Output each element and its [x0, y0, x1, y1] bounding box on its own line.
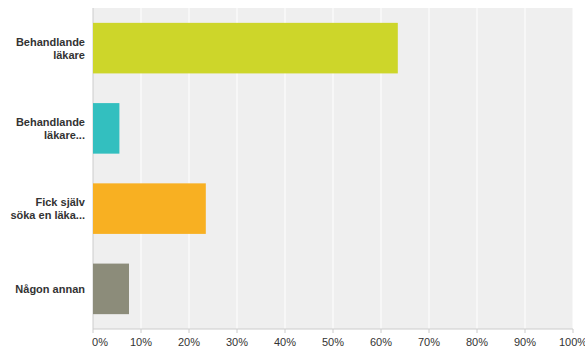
bar — [93, 183, 206, 234]
tick-mark — [477, 329, 478, 333]
category-label: Behandlande läkare — [16, 36, 85, 61]
tick-label: 30% — [226, 336, 248, 348]
chart-container: 0% 10% 20% 30% 40% 50% 60% 70% 80% 90% 100% Behandl… — [0, 0, 585, 364]
tick-mark — [573, 329, 574, 333]
bar — [93, 264, 129, 315]
grid-line — [477, 8, 478, 329]
tick-mark — [429, 329, 430, 333]
tick-mark — [237, 329, 238, 333]
grid-line — [525, 8, 526, 329]
tick-label: 70% — [418, 336, 440, 348]
category-label: Behandlande läkare... — [16, 116, 85, 141]
tick-mark — [333, 329, 334, 333]
tick-mark — [525, 329, 526, 333]
tick-label: 0% — [92, 336, 108, 348]
tick-mark — [381, 329, 382, 333]
chart: 0% 10% 20% 30% 40% 50% 60% 70% 80% 90% 100% Behandl… — [0, 0, 585, 364]
tick-label: 100% — [559, 336, 585, 348]
tick-mark — [285, 329, 286, 333]
axis-line — [93, 329, 573, 330]
grid-line — [429, 8, 430, 329]
tick-label: 60% — [370, 336, 392, 348]
category-label: Någon annan — [15, 283, 85, 295]
tick-label: 20% — [178, 336, 200, 348]
tick-label: 80% — [466, 336, 488, 348]
tick-label: 40% — [274, 336, 296, 348]
tick-label: 50% — [322, 336, 344, 348]
plot-background — [93, 8, 573, 329]
bars — [93, 23, 398, 314]
tick-label: 10% — [130, 336, 152, 348]
bar — [93, 103, 119, 154]
grid-line — [573, 8, 574, 329]
tick-mark — [141, 329, 142, 333]
bar — [93, 23, 398, 74]
tick-label: 90% — [514, 336, 536, 348]
tick-mark — [93, 329, 94, 333]
tick-mark — [189, 329, 190, 333]
category-label: Fick själv söka en läka... — [7, 196, 86, 221]
